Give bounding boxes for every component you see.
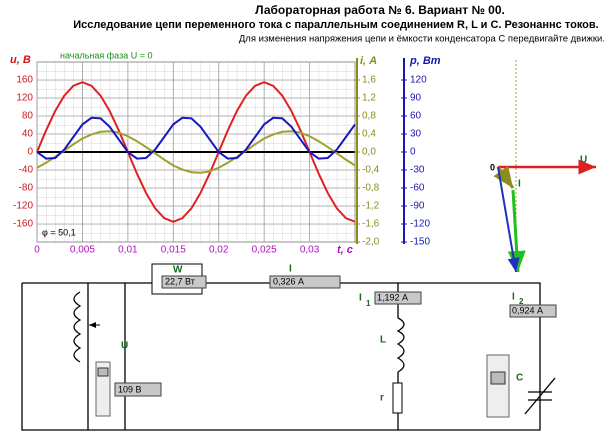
- y-tick-label: 0: [27, 147, 33, 158]
- resistor: [392, 382, 403, 414]
- y-tick-label: -0,8: [362, 183, 380, 194]
- series-line: [36, 116, 356, 160]
- phasor-u-label: U: [580, 155, 587, 166]
- y-tick-label: -2,0: [362, 237, 380, 248]
- inductor: [396, 317, 405, 373]
- capacitor-slider[interactable]: [486, 354, 510, 418]
- y2-axis-label: i, А: [360, 55, 377, 67]
- y-tick-label: 120: [410, 75, 427, 86]
- y-tick-label: 1,6: [362, 75, 376, 86]
- resistor-label: r: [380, 393, 384, 404]
- x-tick-label: 0,01: [118, 245, 138, 256]
- ammeter1-sub: 1: [366, 299, 371, 308]
- ammeter1-reading: 1,192 А: [377, 292, 408, 302]
- y-tick-label: -1,6: [362, 219, 380, 230]
- series-line: [36, 130, 356, 174]
- x-tick-label: 0,005: [70, 245, 95, 256]
- ammeter1-box: [374, 291, 422, 305]
- y-tick-label: 40: [22, 129, 34, 140]
- title: Лабораторная работа № 6. Вариант № 00.: [255, 3, 505, 17]
- y-tick-label: -30: [410, 165, 425, 176]
- y-tick-label: 160: [16, 75, 33, 86]
- voltage-knob[interactable]: [97, 367, 109, 377]
- voltmeter-label: U: [121, 341, 128, 352]
- y-tick-label: 0,4: [362, 129, 376, 140]
- y-tick-label: 120: [16, 93, 33, 104]
- phasor-i2: [497, 166, 520, 273]
- y3-axis-label: p, Вт: [409, 55, 441, 67]
- y-tick-label: -150: [410, 237, 430, 248]
- ammeter-label: I: [289, 264, 292, 275]
- capacitor: [524, 377, 556, 415]
- x-tick-label: 0,015: [161, 245, 186, 256]
- ammeter2-reading: 0,924 А: [512, 305, 543, 315]
- ammeter2-box: [509, 304, 557, 318]
- ammeter2-label: I: [512, 292, 515, 303]
- ammeter2-sub: 2: [519, 297, 524, 306]
- annotation: начальная фаза U = 0: [60, 50, 152, 60]
- phase-label: φ = 50,1: [42, 227, 76, 237]
- subtitle: Исследование цепи переменного тока с пар…: [73, 19, 598, 31]
- capacitor-label: C: [516, 373, 523, 384]
- x-tick-label: 0: [34, 245, 40, 256]
- ammeter-reading: 0,326 А: [273, 276, 304, 286]
- y-tick-label: 60: [410, 111, 422, 122]
- y-tick-label: 30: [410, 129, 422, 140]
- phasor-i-label: I: [518, 179, 521, 190]
- inductor-label: L: [380, 335, 386, 346]
- y-tick-label: 80: [22, 111, 34, 122]
- voltmeter-reading: 109 В: [118, 384, 142, 394]
- autotransformer: [73, 291, 82, 363]
- hint: Для изменения напряжения цепи и ёмкости …: [239, 34, 605, 45]
- voltmeter-box: [114, 382, 162, 397]
- y-tick-label: 0,0: [362, 147, 376, 158]
- wattmeter-label: W: [173, 265, 183, 276]
- y-tick-label: -60: [410, 183, 425, 194]
- y-tick-label: 90: [410, 93, 422, 104]
- y-tick-label: -90: [410, 201, 425, 212]
- phasor-origin: 0: [490, 162, 495, 172]
- x-axis-label: t, c: [337, 244, 353, 256]
- y-tick-label: 0: [410, 147, 416, 158]
- wattmeter-box: [161, 275, 207, 289]
- phasor-i: [493, 165, 515, 189]
- y-tick-label: -40: [19, 165, 34, 176]
- x-tick-label: 0,02: [209, 245, 229, 256]
- wattmeter-reading: 22,7 Вт: [165, 276, 195, 286]
- y-tick-label: -120: [410, 219, 430, 230]
- ammeter-box: [269, 275, 341, 289]
- y-axis-label: u, В: [10, 54, 31, 66]
- y-tick-label: -80: [19, 183, 34, 194]
- y-tick-label: 1,2: [362, 93, 376, 104]
- y-tick-label: -1,2: [362, 201, 380, 212]
- y-tick-label: -0,4: [362, 165, 380, 176]
- y-tick-label: -120: [13, 201, 33, 212]
- x-tick-label: 0,03: [300, 245, 320, 256]
- x-tick-label: 0,025: [252, 245, 277, 256]
- y-tick-label: 0,8: [362, 111, 376, 122]
- y-tick-label: -160: [13, 219, 33, 230]
- capacitor-knob[interactable]: [490, 371, 506, 385]
- ammeter1-label: I: [359, 293, 362, 304]
